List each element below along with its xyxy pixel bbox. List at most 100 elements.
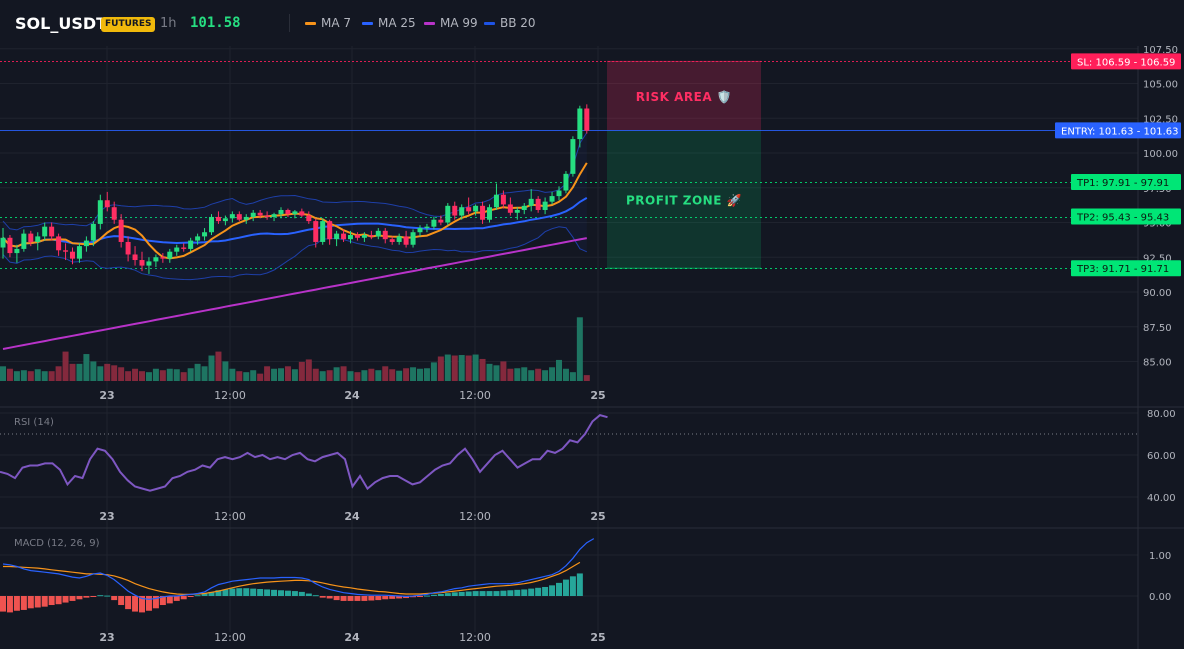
candle-body bbox=[549, 196, 555, 202]
volume-bar bbox=[514, 368, 521, 381]
macd-histogram-bar bbox=[271, 589, 278, 596]
candle-body bbox=[535, 198, 541, 210]
profit-zone bbox=[607, 130, 761, 269]
volume-bar bbox=[562, 368, 569, 381]
candle-body bbox=[167, 251, 173, 259]
legend-ma25[interactable]: MA 25 bbox=[362, 16, 416, 30]
volume-bar bbox=[542, 370, 549, 381]
volume-bar bbox=[27, 371, 34, 381]
level-tag-bg bbox=[1055, 122, 1181, 139]
volume-bar bbox=[55, 366, 62, 381]
volume-bar bbox=[243, 372, 250, 381]
macd-histogram-bar bbox=[222, 589, 229, 596]
time-tick-label: 23 bbox=[99, 510, 114, 523]
symbol-title[interactable]: SOL_USDT bbox=[15, 14, 108, 33]
candle-body bbox=[584, 108, 590, 131]
candle-body bbox=[97, 200, 103, 224]
macd-histogram-bar bbox=[389, 596, 396, 599]
time-tick-label: 25 bbox=[590, 631, 605, 644]
volume-bar bbox=[319, 371, 326, 381]
candle-body bbox=[35, 236, 41, 242]
volume-bar bbox=[20, 370, 27, 381]
volume-bar bbox=[284, 366, 291, 381]
macd-histogram-bar bbox=[319, 596, 326, 598]
candle-body bbox=[334, 233, 340, 240]
volume-bar bbox=[13, 371, 20, 381]
candle-body bbox=[500, 194, 506, 205]
macd-histogram-bar bbox=[13, 596, 20, 611]
candle-body bbox=[229, 214, 235, 219]
candle-body bbox=[424, 226, 430, 229]
volume-bar bbox=[152, 368, 159, 381]
macd-histogram-bar bbox=[569, 576, 576, 596]
macd-histogram-bar bbox=[410, 596, 417, 598]
volume-bar bbox=[257, 373, 264, 381]
macd-histogram-bar bbox=[69, 596, 76, 601]
macd-histogram-bar bbox=[493, 591, 500, 596]
macd-histogram-bar bbox=[305, 593, 312, 596]
macd-histogram-bar bbox=[444, 593, 451, 596]
legend-ma25-swatch bbox=[362, 22, 373, 25]
candle-body bbox=[125, 241, 131, 255]
time-tick-label: 24 bbox=[344, 389, 360, 402]
macd-histogram-bar bbox=[76, 596, 83, 600]
volume-bar bbox=[354, 372, 361, 381]
volume-bar bbox=[278, 368, 284, 381]
macd-histogram-bar bbox=[83, 596, 90, 598]
macd-histogram-bar bbox=[472, 591, 479, 596]
volume-bar bbox=[333, 367, 340, 381]
macd-histogram-bar bbox=[430, 594, 437, 596]
legend-ma7-label: MA 7 bbox=[321, 16, 352, 30]
macd-histogram-bar bbox=[145, 596, 152, 611]
candle-body bbox=[111, 207, 117, 220]
macd-histogram-bar bbox=[173, 596, 180, 601]
volume-bar bbox=[298, 361, 305, 381]
volume-bar bbox=[145, 372, 152, 381]
time-tick-label: 23 bbox=[99, 389, 114, 402]
volume-bar bbox=[159, 370, 166, 381]
volume-bar bbox=[118, 367, 125, 381]
legend-bb20[interactable]: BB 20 bbox=[484, 16, 536, 30]
candle-body bbox=[21, 233, 27, 249]
volume-bar bbox=[389, 369, 396, 381]
macd-histogram-bar bbox=[326, 596, 333, 599]
legend-ma99[interactable]: MA 99 bbox=[424, 16, 478, 30]
volume-bar bbox=[48, 371, 55, 381]
volume-bar bbox=[507, 368, 514, 381]
candle-body bbox=[417, 228, 423, 233]
volume-bar bbox=[535, 368, 542, 381]
volume-bar bbox=[215, 351, 222, 381]
macd-histogram-bar bbox=[549, 585, 556, 596]
volume-bar bbox=[472, 354, 479, 381]
candle-body bbox=[49, 226, 55, 237]
macd-histogram-bar bbox=[423, 595, 430, 597]
macd-histogram-bar bbox=[104, 595, 111, 597]
volume-bar bbox=[236, 371, 243, 381]
candle-body bbox=[215, 216, 221, 222]
volume-bar bbox=[375, 370, 382, 381]
candle-body bbox=[28, 233, 34, 242]
candle-body bbox=[14, 248, 20, 254]
macd-histogram-bar bbox=[354, 596, 361, 601]
macd-histogram-bar bbox=[55, 596, 62, 605]
volume-bar bbox=[486, 363, 493, 381]
level-tag-entry: ENTRY: 101.63 - 101.63 bbox=[1055, 122, 1181, 139]
legend-ma7[interactable]: MA 7 bbox=[305, 16, 351, 30]
rsi-line bbox=[0, 413, 608, 492]
macd-histogram-bar bbox=[125, 596, 132, 610]
macd-histogram-bar bbox=[347, 596, 354, 601]
macd-histogram-bar bbox=[396, 596, 403, 599]
time-tick-label: 12:00 bbox=[214, 510, 246, 523]
candle-body bbox=[570, 139, 576, 174]
macd-histogram-bar bbox=[139, 596, 145, 613]
candle-body bbox=[243, 216, 249, 220]
level-tag-text: TP1: 97.91 - 97.91 bbox=[1076, 178, 1169, 189]
time-tick-label: 25 bbox=[590, 389, 605, 402]
macd-histogram-bar bbox=[243, 588, 250, 596]
timeframe-label[interactable]: 1h bbox=[160, 16, 177, 31]
time-tick-label: 12:00 bbox=[459, 389, 491, 402]
macd-histogram-bar bbox=[465, 591, 472, 596]
candle-body bbox=[104, 200, 110, 208]
macd-histogram-bar bbox=[41, 596, 48, 607]
